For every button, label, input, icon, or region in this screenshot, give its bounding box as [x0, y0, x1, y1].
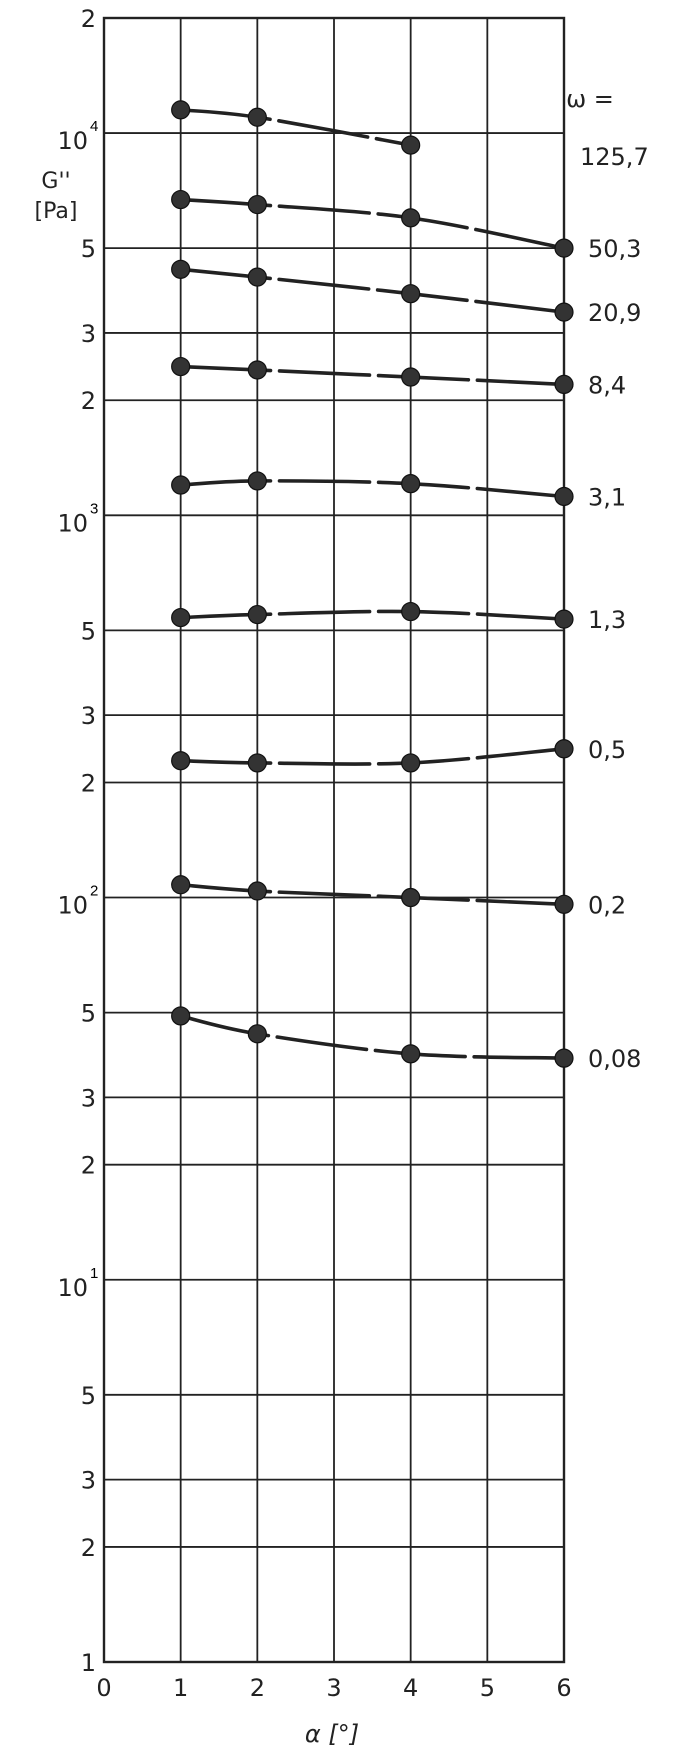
series-line [178, 479, 566, 499]
data-point [554, 609, 574, 629]
series-line [178, 1014, 566, 1060]
series-line [178, 364, 566, 387]
y-tick-label: 5 [81, 1382, 96, 1410]
x-tick-label: 0 [96, 1674, 111, 1702]
data-point [554, 374, 574, 395]
data-point [171, 356, 191, 377]
series-line [178, 882, 566, 907]
y-tick-label: 5 [81, 1000, 96, 1028]
y-tick-label: 10 [57, 892, 88, 920]
data-point [247, 604, 267, 625]
data-point [554, 486, 574, 507]
series-label: 0,2 [588, 891, 626, 919]
series-line [178, 197, 566, 250]
series-line [178, 746, 566, 766]
x-tick-labels: 0 1 2 3 4 5 6 [96, 1674, 571, 1702]
legend-title: ω = [566, 85, 614, 113]
y-tick-label: 10 [57, 1274, 88, 1302]
y-tick-label: 2 [81, 5, 96, 33]
data-point [554, 739, 574, 759]
x-tick-label: 2 [250, 1674, 265, 1702]
data-point [401, 1044, 421, 1064]
series-label: 1,3 [588, 606, 626, 634]
y-tick-label: 3 [81, 1467, 96, 1495]
series-curves [178, 108, 566, 1060]
data-point [401, 135, 421, 155]
data-point [171, 189, 191, 210]
data-point [171, 751, 191, 771]
x-tick-label: 1 [173, 1674, 188, 1702]
y-tick-label: 10 [57, 127, 88, 155]
series-labels: 125,7 50,3 20,9 8,4 3,1 1,3 0,5 0,2 0,08 [580, 143, 649, 1073]
series-label: 20,9 [588, 299, 641, 327]
data-point [247, 267, 267, 287]
series-label: 50,3 [588, 235, 641, 263]
data-point [171, 607, 191, 628]
plot-frame [102, 16, 566, 1664]
y-tick-label: 2 [81, 1534, 96, 1562]
x-tick-label: 4 [403, 1674, 418, 1702]
y-tick-label: 10 [57, 509, 88, 537]
series-label: 125,7 [580, 143, 649, 171]
series-label: 0,5 [588, 736, 626, 764]
gridlines [104, 18, 564, 1662]
y-tick-exponent: 1 [90, 1265, 98, 1282]
data-point [401, 474, 421, 494]
data-point [171, 1006, 191, 1026]
y-tick-exponent: 2 [90, 883, 98, 900]
data-point [247, 1024, 267, 1044]
data-point [171, 100, 191, 120]
series-label: 3,1 [588, 483, 626, 511]
series-line [178, 108, 413, 147]
data-point [554, 302, 574, 322]
data-point [247, 194, 267, 215]
data-point [401, 284, 421, 304]
y-tick-label: 5 [81, 235, 96, 263]
y-tick-exponent: 4 [90, 118, 98, 135]
data-point [247, 881, 267, 901]
y-tick-label: 3 [81, 320, 96, 348]
data-point [247, 360, 267, 380]
data-point [401, 887, 421, 908]
series-label: 0,08 [588, 1045, 641, 1073]
y-tick-label: 2 [81, 387, 96, 415]
x-tick-label: 5 [480, 1674, 495, 1702]
data-point [171, 475, 191, 495]
x-axis-label: α [°] [305, 1720, 359, 1748]
data-point [554, 238, 574, 258]
y-tick-label: 5 [81, 617, 96, 645]
data-point [247, 107, 267, 127]
data-point [401, 367, 421, 387]
series-line [178, 609, 566, 621]
data-point [171, 259, 191, 279]
data-point [247, 753, 267, 773]
data-point [554, 1048, 574, 1068]
y-axis-label: G'' [41, 169, 70, 194]
y-tick-label: 3 [81, 702, 96, 730]
series-line [178, 267, 566, 314]
data-point [554, 894, 574, 914]
y-axis-unit: [Pa] [35, 199, 78, 224]
x-tick-label: 6 [556, 1674, 571, 1702]
y-tick-label: 2 [81, 1152, 96, 1180]
series-label: 8,4 [588, 371, 626, 399]
data-point [401, 601, 421, 622]
data-point [247, 471, 267, 491]
y-tick-label: 2 [81, 769, 96, 797]
y-tick-label: 1 [81, 1649, 96, 1677]
data-point [401, 753, 421, 773]
data-point [401, 208, 421, 228]
y-tick-label: 3 [81, 1084, 96, 1112]
data-point [171, 875, 191, 895]
y-tick-exponent: 3 [90, 500, 98, 517]
series-points [171, 100, 574, 1068]
x-tick-label: 3 [326, 1674, 341, 1702]
